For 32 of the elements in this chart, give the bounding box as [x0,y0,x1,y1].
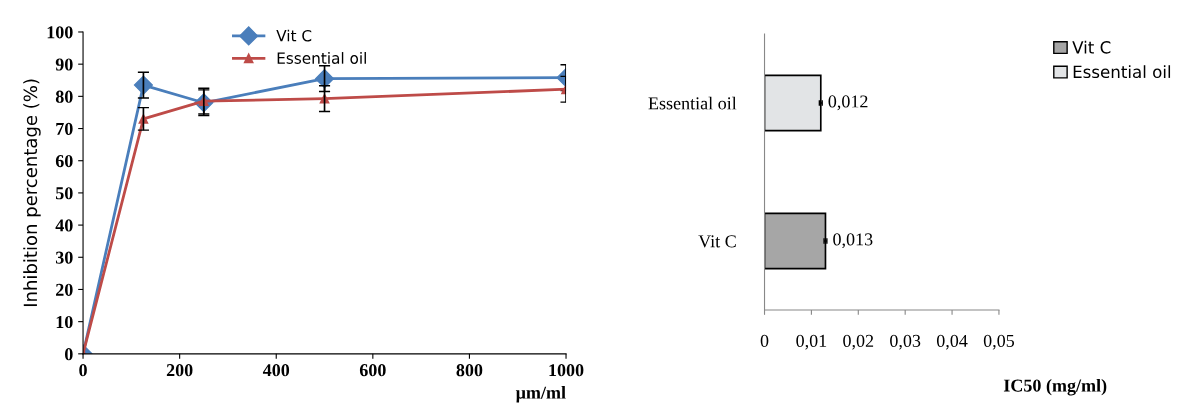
y-tick-label: 10 [56,315,73,329]
x-tick-label: 0 [79,364,87,377]
y-tick-label: 40 [55,219,73,232]
y-tick-label: 80 [55,90,73,103]
y-tick-label: 70 [56,122,73,135]
x-tick-label: 400 [262,364,290,377]
legend-label: Essential oil [277,52,366,64]
data-label: 0,013 [833,233,873,249]
x-tick-label: 0,02 [843,334,874,350]
data-label: 0,012 [828,95,868,111]
y-tick-label: 50 [55,187,73,200]
y-axis-title: Inhibition percentage (%) [23,79,41,307]
y-tick-label: 100 [47,26,73,39]
y-tick-label: 60 [55,154,73,168]
legend-label: Vit C [1072,40,1111,54]
x-tick-label: 0,03 [890,334,921,350]
y-tick-label: 90 [55,58,73,71]
legend-label: Vit C [276,29,312,42]
x-tick-label: 0 [760,334,769,347]
legend-label: Essential oil [1073,65,1171,79]
x-tick-label: 600 [359,364,386,377]
x-tick-label: 1000 [549,364,584,377]
x-tick-label: 0,04 [936,334,968,350]
x-axis-title: IC50 (mg/ml) [1003,378,1107,396]
x-axis-title: μm/ml [515,386,566,403]
x-tick-label: 200 [166,364,193,377]
y-tick-label: 30 [55,251,73,264]
x-tick-label: 0,01 [796,334,827,350]
y-tick-label: 20 [56,283,73,296]
y-tick-label: 0 [64,348,73,361]
x-tick-label: 800 [456,364,483,377]
x-tick-label: 0,05 [983,334,1015,350]
